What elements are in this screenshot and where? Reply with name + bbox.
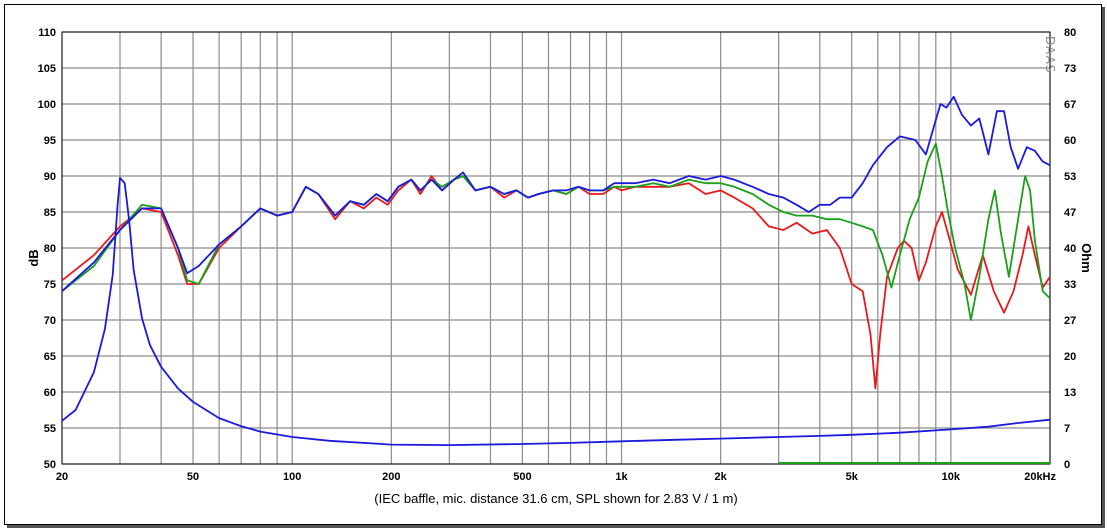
y2-tick-label: 80 [1064, 27, 1076, 39]
watermark-brand: DAAS [1043, 36, 1057, 73]
y-axis-label: dB [26, 249, 41, 266]
series-line-4 [61, 176, 1051, 446]
y-tick-label: 90 [44, 171, 56, 183]
plot-area [61, 31, 1051, 465]
series-line-3 [61, 95, 1051, 292]
x-axis-caption: (IEC baffle, mic. distance 31.6 cm, SPL … [374, 491, 737, 506]
series-line-2 [61, 142, 1051, 321]
y2-tick-label: 13 [1064, 387, 1076, 399]
y-tick-label: 70 [44, 315, 56, 327]
x-tick-labels: 20 50 100 200 500 1k 2k 5k 10k 20kHz [56, 471, 1057, 483]
x-tick-label: 10k [942, 471, 961, 483]
x-tick-label: 2k [715, 471, 728, 483]
y2-tick-label: 7 [1064, 423, 1070, 435]
y-tick-labels: 50 55 60 65 70 75 80 85 90 95 100 105 110 [38, 27, 56, 471]
y-tick-label: 80 [44, 243, 56, 255]
x-tick-label: 1k [615, 471, 628, 483]
y-tick-label: 105 [38, 63, 56, 75]
y-tick-label: 95 [44, 135, 56, 147]
y-tick-label: 100 [38, 99, 56, 111]
series-group [61, 95, 1051, 446]
y-tick-label: 110 [38, 27, 56, 39]
y2-tick-label: 60 [1064, 135, 1076, 147]
x-tick-label: 20 [56, 471, 68, 483]
x-tick-label: 500 [513, 471, 531, 483]
x-tick-label: 20kHz [1024, 471, 1056, 483]
y-tick-label: 55 [44, 423, 56, 435]
y2-tick-label: 27 [1064, 315, 1076, 327]
y-tick-label: 75 [44, 279, 56, 291]
y2-tick-label: 33 [1064, 279, 1076, 291]
y2-tick-label: 67 [1064, 99, 1076, 111]
y2-tick-labels: 0 7 13 20 27 33 40 47 53 60 67 73 80 [1064, 27, 1076, 471]
y2-tick-label: 53 [1064, 171, 1076, 183]
y-tick-label: 85 [44, 207, 56, 219]
y2-tick-label: 73 [1064, 63, 1076, 75]
x-tick-label: 50 [187, 471, 199, 483]
y-tick-label: 60 [44, 387, 56, 399]
y2-tick-label: 0 [1064, 459, 1070, 471]
y2-tick-label: 20 [1064, 351, 1076, 363]
y2-tick-label: 47 [1064, 207, 1076, 219]
y2-tick-label: 40 [1064, 243, 1076, 255]
x-tick-label: 100 [283, 471, 301, 483]
y-tick-label: 50 [44, 459, 56, 471]
x-tick-label: 5k [846, 471, 859, 483]
y2-axis-label: Ohm [1079, 243, 1094, 273]
x-tick-label: 200 [382, 471, 400, 483]
y-tick-label: 65 [44, 351, 56, 363]
